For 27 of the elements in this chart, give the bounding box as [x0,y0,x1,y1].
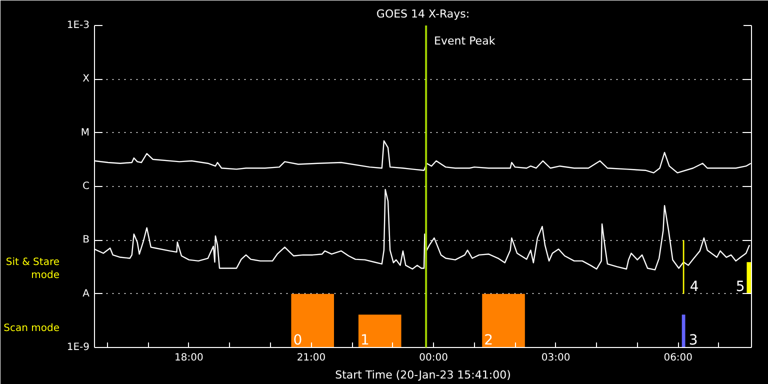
chart-title: GOES 14 X-Rays: [376,8,470,20]
y-tick-label: X [82,74,90,85]
y-tick-label: A [82,288,90,300]
annotation: 0 [293,332,302,348]
x-tick-label: 21:00 [296,352,326,364]
ref-line-label: Event Peak [434,34,496,48]
bar [482,294,525,348]
annotation: 4 [690,278,699,295]
x-axis-title: Start Time (20-Jan-23 15:41:00) [335,368,511,382]
x-tick-label: 03:00 [541,352,570,364]
bar [291,294,334,348]
annotation: 5 [736,278,745,295]
y-tick-label: 1E-9 [66,342,90,353]
bar [682,314,686,348]
bar [746,262,752,294]
x-tick-label: 06:00 [664,352,693,364]
y-tick-label: 1E-3 [66,20,90,31]
x-tick-label: 00:00 [419,352,448,364]
annotation: 2 [484,332,494,348]
y-tick-label: M [80,127,90,138]
text: Sit & Stare mode [6,256,60,282]
y-tick-label: C [82,181,90,192]
y-tick-label: B [82,234,90,246]
annotation: 3 [688,332,698,348]
text: Scan mode [4,323,60,334]
x-tick-label: 18:00 [174,352,204,364]
annotation: 1 [360,332,370,348]
